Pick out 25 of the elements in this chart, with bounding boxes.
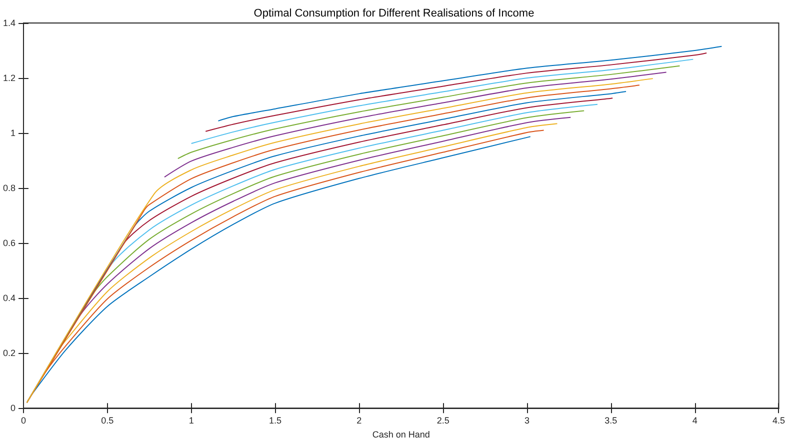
x-tick-label: 2	[356, 416, 362, 426]
y-tick-label: 0.8	[2, 183, 16, 194]
x-tick-label: 3.5	[604, 416, 618, 426]
x-tick-label: 0.5	[101, 416, 114, 426]
y-tick-label: 1	[10, 128, 16, 138]
y-tick-label: 0.4	[2, 293, 16, 304]
line-series	[205, 52, 708, 132]
y-tick-label: 1.2	[2, 73, 16, 84]
y-tick-label: 1.4	[2, 18, 16, 28]
y-tick-label: 0.2	[2, 348, 16, 358]
x-tick-label: 4.5	[772, 416, 785, 426]
x-tick-label: 3	[524, 416, 530, 426]
x-axis-title: Cash on Hand	[372, 430, 430, 440]
line-series	[164, 72, 667, 178]
line-series	[177, 65, 680, 160]
x-tick-label: 4	[692, 416, 698, 426]
x-tick-label: 2.5	[436, 416, 450, 426]
line-series	[218, 46, 722, 122]
line-series	[190, 58, 694, 144]
x-tick-label: 1.5	[269, 416, 282, 426]
chart-title: Optimal Consumption for Different Realisations of Income	[254, 8, 534, 20]
x-tick-label: 1	[188, 416, 194, 426]
y-tick-label: 0.6	[2, 238, 16, 248]
x-tick-label: 0	[21, 416, 26, 426]
y-tick-label: 0	[10, 403, 16, 414]
